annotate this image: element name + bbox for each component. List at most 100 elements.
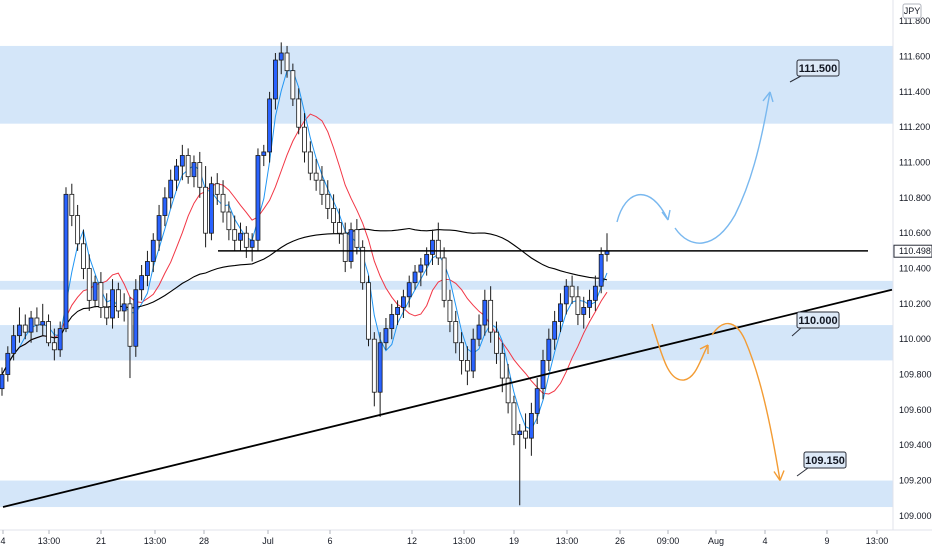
candle-body bbox=[150, 239, 156, 262]
candle-body bbox=[214, 183, 220, 195]
x-tick-label: 09:00 bbox=[657, 536, 680, 546]
y-axis[interactable]: 111.800 111.600 111.400 111.200 111.000 110.8… bbox=[893, 16, 932, 521]
candle-body bbox=[371, 338, 377, 393]
candle bbox=[592, 275, 598, 311]
candle bbox=[92, 275, 98, 308]
bullish-arrow-2-head bbox=[762, 91, 774, 103]
candle bbox=[313, 159, 319, 191]
candle bbox=[220, 180, 226, 223]
candle-body bbox=[168, 179, 174, 199]
candle-body bbox=[424, 253, 430, 266]
y-tick-label: 111.600 bbox=[899, 52, 930, 62]
candle bbox=[453, 310, 459, 354]
candle bbox=[476, 314, 482, 347]
candle-body bbox=[278, 52, 284, 61]
candle bbox=[558, 293, 563, 333]
candle bbox=[360, 240, 366, 290]
candle-body bbox=[366, 282, 371, 340]
candle bbox=[505, 363, 511, 414]
candle-body bbox=[447, 299, 453, 322]
candle bbox=[156, 204, 162, 251]
levels-layer bbox=[2, 250, 893, 508]
candle bbox=[46, 314, 51, 347]
candle bbox=[389, 303, 395, 340]
candle-body bbox=[226, 211, 232, 231]
callout-label: 110.000 bbox=[798, 315, 837, 327]
candle-body bbox=[296, 98, 302, 128]
candle-body bbox=[459, 342, 464, 361]
price-callout-111.500: 111.500 bbox=[789, 59, 840, 83]
candle-body bbox=[238, 232, 243, 241]
candle bbox=[197, 151, 203, 198]
candle-body bbox=[505, 377, 511, 404]
current-price-label: 110.498 bbox=[899, 246, 931, 256]
candle-body bbox=[528, 412, 534, 439]
candle-body bbox=[453, 321, 459, 344]
callout-label: 109.150 bbox=[805, 455, 845, 467]
candle-body bbox=[261, 151, 267, 156]
currency-badge[interactable]: JPY bbox=[902, 3, 922, 19]
y-tick-label: 109.800 bbox=[899, 370, 932, 380]
candle-body bbox=[517, 430, 523, 436]
candle-body bbox=[127, 303, 133, 347]
candle-body bbox=[575, 296, 581, 315]
candle-body bbox=[98, 282, 104, 308]
candle bbox=[598, 247, 604, 294]
candle-body bbox=[552, 321, 558, 340]
candle bbox=[342, 222, 348, 273]
candle-body bbox=[412, 271, 418, 284]
x-tick-label: 12 bbox=[407, 536, 417, 546]
bearish-arrow-1 bbox=[651, 323, 709, 381]
candle-body bbox=[430, 239, 435, 255]
candle-body bbox=[255, 155, 261, 241]
candle bbox=[447, 289, 453, 333]
candle bbox=[395, 300, 400, 326]
candle-body bbox=[313, 172, 319, 181]
candle bbox=[470, 328, 476, 379]
x-axis[interactable]: 4 13:00 21 13:00 28 Jul 6 12 13:00 19 13:00 26 09:00… bbox=[0, 530, 888, 546]
candle-body bbox=[284, 52, 290, 72]
y-tick-label: 109.600 bbox=[899, 405, 932, 415]
candle-body bbox=[75, 215, 81, 245]
candle bbox=[459, 332, 464, 375]
candle-body bbox=[534, 388, 540, 414]
candle-body bbox=[342, 232, 348, 262]
candle-body bbox=[592, 285, 598, 301]
candle-body bbox=[191, 162, 197, 178]
candle-body bbox=[395, 306, 400, 315]
candle bbox=[98, 272, 104, 318]
candle bbox=[406, 275, 412, 308]
candle bbox=[104, 293, 110, 326]
x-tick-label: 13:00 bbox=[453, 536, 476, 546]
candle bbox=[34, 307, 40, 333]
candle-body bbox=[40, 321, 46, 326]
candle bbox=[424, 247, 430, 276]
x-tick-label: 13:00 bbox=[144, 536, 167, 546]
candle bbox=[81, 229, 86, 280]
x-tick-label: 4 bbox=[0, 536, 5, 546]
x-tick-label: 13:00 bbox=[556, 536, 579, 546]
candle-body bbox=[81, 243, 86, 269]
candle bbox=[57, 321, 63, 357]
callout-box bbox=[803, 451, 847, 469]
candle bbox=[523, 413, 528, 449]
candle bbox=[383, 318, 389, 350]
currency-label: JPY bbox=[904, 6, 921, 16]
candle-body bbox=[546, 338, 552, 361]
candle-body bbox=[0, 374, 5, 390]
candle bbox=[604, 233, 610, 262]
bullish-arrow-1 bbox=[616, 193, 669, 223]
candle bbox=[552, 310, 558, 350]
y-tick-label: 111.400 bbox=[899, 87, 930, 97]
callout-pointer bbox=[796, 467, 809, 477]
candle-body bbox=[104, 306, 110, 319]
candle-body bbox=[435, 239, 441, 259]
candle-body bbox=[319, 179, 325, 195]
candle-body bbox=[569, 285, 575, 298]
candle bbox=[75, 204, 81, 251]
candle-body bbox=[11, 335, 17, 354]
callout-box bbox=[796, 59, 840, 77]
candle-body bbox=[92, 282, 98, 301]
candle-body bbox=[273, 59, 278, 100]
